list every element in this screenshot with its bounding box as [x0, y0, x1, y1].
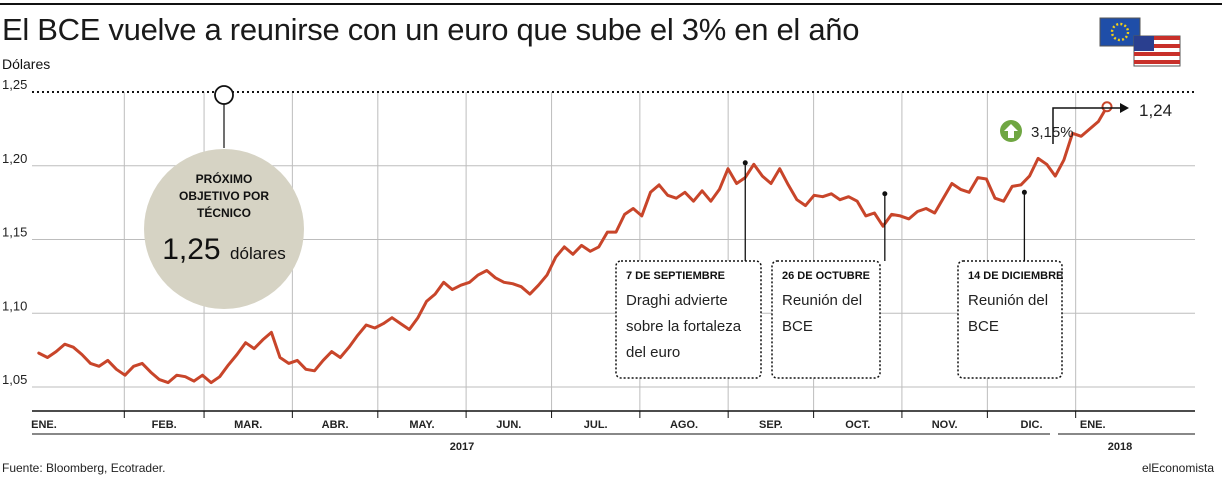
y-tick-label: 1,05: [2, 372, 27, 387]
x-tick-label: SEP.: [759, 419, 783, 431]
bubble-unit: dólares: [230, 244, 286, 263]
bubble-line-3: TÉCNICO: [197, 205, 251, 220]
bubble-value-group: 1,25 dólares: [162, 233, 286, 266]
x-tick-label: OCT.: [845, 419, 870, 431]
annotation-text: Draghi advierte: [626, 292, 728, 309]
top-rule: [0, 3, 1222, 5]
x-tick-label: AGO.: [670, 419, 698, 431]
y-tick-label: 1,10: [2, 298, 27, 313]
target-bubble: PRÓXIMO OBJETIVO POR TÉCNICO 1,25 dólare…: [144, 85, 304, 309]
annotation-text: BCE: [968, 318, 999, 335]
annotation-box: [615, 260, 762, 379]
bubble-line-2: OBJETIVO POR: [179, 189, 269, 203]
annotation-box: [957, 260, 1063, 379]
annotation-date: 26 DE OCTUBRE: [782, 270, 870, 282]
y-tick-label: 1,20: [2, 151, 27, 166]
change-label: 3,15%: [1031, 124, 1074, 141]
year-label-2017: 2017: [450, 441, 474, 453]
annotation-text: Reunión del: [968, 292, 1048, 309]
brand-name: elEconomista: [1141, 461, 1214, 475]
x-tick-label: DIC.: [1021, 419, 1043, 431]
annotation-point: [882, 191, 888, 197]
end-value-label: 1,24: [1139, 101, 1172, 120]
annotation-1: 7 DE SEPTIEMBRE Draghi advierte sobre la f…: [615, 160, 762, 379]
annotation-date: 14 DE DICIEMBRE: [968, 270, 1063, 282]
change-callout: 3,15% 1,24: [1000, 101, 1172, 144]
x-tick-label: FEB.: [152, 419, 177, 431]
x-tick-label: JUL.: [584, 419, 608, 431]
flags-icon-group: [1099, 17, 1181, 67]
bubble-value: 1,25: [162, 233, 220, 266]
bubble-line-1: PRÓXIMO: [196, 171, 253, 186]
series-line: [37, 105, 1109, 385]
target-marker: [214, 85, 234, 105]
annotation-text: sobre la fortaleza: [626, 318, 742, 335]
x-tick-label: MAR.: [234, 419, 262, 431]
annotation-point: [742, 160, 748, 166]
x-tick-label: MAY.: [409, 419, 434, 431]
year-label-2018: 2018: [1108, 441, 1132, 453]
x-tick-label: JUN.: [496, 419, 521, 431]
annotation-point: [1021, 189, 1027, 195]
eu-flag-icon: [1099, 17, 1141, 47]
annotation-text: BCE: [782, 318, 813, 335]
end-marker: [1101, 101, 1113, 113]
arrow-up-glyph: [1004, 124, 1018, 138]
x-tick-label: ABR.: [322, 419, 349, 431]
annotation-date: 7 DE SEPTIEMBRE: [626, 270, 725, 282]
x-tick-label: ENE.: [1080, 419, 1106, 431]
change-bracket: [1052, 107, 1120, 144]
us-flag-icon: [1133, 35, 1181, 67]
chart-title: El BCE vuelve a reunirse con un euro que…: [2, 12, 860, 47]
y-tick-label: 1,25: [2, 77, 27, 92]
x-tick-label: NOV.: [932, 419, 958, 431]
annotation-2: 26 DE OCTUBRE Reunión del BCE: [771, 191, 888, 379]
source-note: Fuente: Bloomberg, Ecotrader.: [2, 461, 166, 475]
target-bubble-circle: [144, 149, 304, 309]
change-arrowhead: [1120, 103, 1129, 113]
annotation-text: Reunión del: [782, 292, 862, 309]
y-tick-label: 1,15: [2, 225, 27, 240]
annotation-box: [771, 260, 881, 379]
annotation-3: 14 DE DICIEMBRE Reunión del BCE: [957, 189, 1063, 379]
annotation-text: del euro: [626, 344, 680, 361]
x-tick-label: ENE.: [31, 419, 57, 431]
y-unit-label: Dólares: [2, 56, 51, 72]
